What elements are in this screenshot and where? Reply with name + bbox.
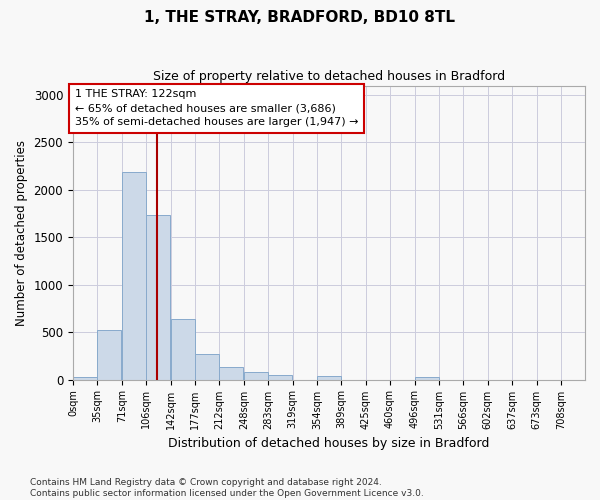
- Bar: [195, 354, 219, 380]
- Bar: [73, 376, 97, 380]
- Title: Size of property relative to detached houses in Bradford: Size of property relative to detached ho…: [153, 70, 505, 83]
- Y-axis label: Number of detached properties: Number of detached properties: [15, 140, 28, 326]
- Bar: [415, 376, 439, 380]
- Bar: [219, 367, 243, 380]
- X-axis label: Distribution of detached houses by size in Bradford: Distribution of detached houses by size …: [168, 437, 490, 450]
- Bar: [171, 320, 195, 380]
- Bar: [122, 172, 146, 380]
- Bar: [268, 376, 292, 380]
- Text: 1 THE STRAY: 122sqm
← 65% of detached houses are smaller (3,686)
35% of semi-det: 1 THE STRAY: 122sqm ← 65% of detached ho…: [75, 90, 358, 128]
- Bar: [97, 330, 121, 380]
- Text: Contains HM Land Registry data © Crown copyright and database right 2024.
Contai: Contains HM Land Registry data © Crown c…: [30, 478, 424, 498]
- Bar: [146, 216, 170, 380]
- Bar: [244, 372, 268, 380]
- Text: 1, THE STRAY, BRADFORD, BD10 8TL: 1, THE STRAY, BRADFORD, BD10 8TL: [145, 10, 455, 25]
- Bar: [317, 376, 341, 380]
